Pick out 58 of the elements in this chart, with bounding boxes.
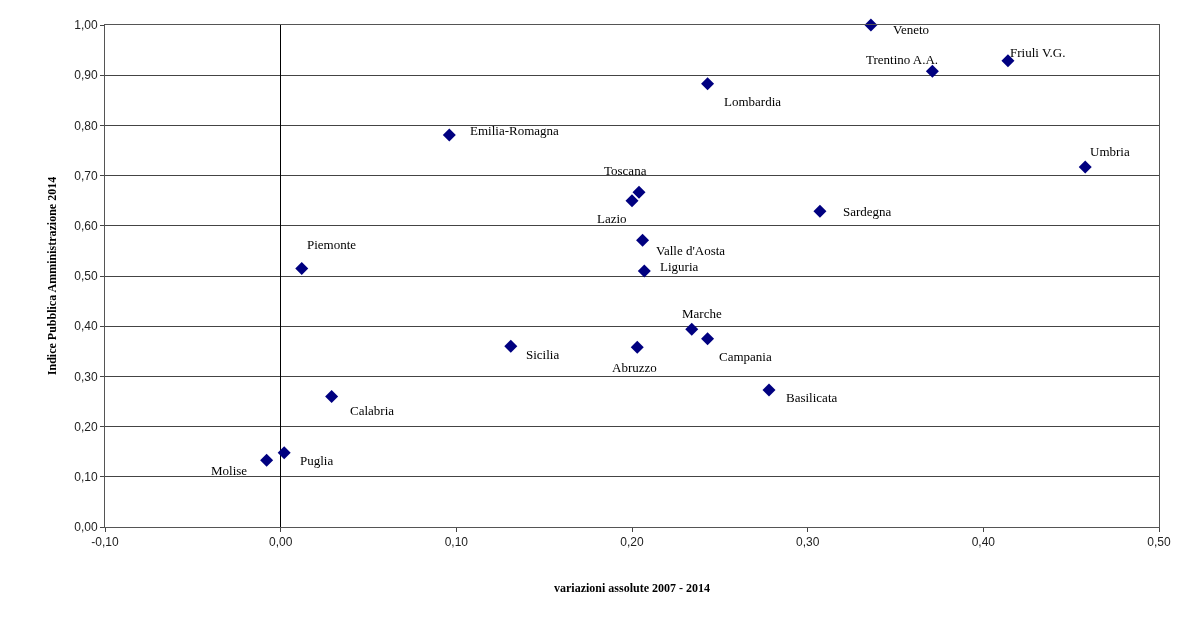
y-tick-label: 1,00: [74, 18, 98, 33]
x-tick-label: 0,40: [971, 535, 996, 550]
annotation: Veneto: [893, 22, 930, 37]
annotation: Piemonte: [307, 237, 357, 252]
annotation: Molise: [211, 463, 248, 478]
point: [637, 264, 651, 278]
point: [260, 453, 274, 467]
x-tick-label: -0,10: [91, 535, 119, 550]
annotation: Emilia-Romagna: [470, 123, 560, 138]
annotation: Lombardia: [724, 94, 782, 109]
annotation: Trentino A.A.: [866, 52, 939, 67]
annotation: Basilicata: [786, 390, 838, 405]
annotation: Sardegna: [843, 204, 892, 219]
point: [762, 383, 776, 397]
point: [625, 194, 639, 208]
point: [1078, 160, 1092, 174]
x-tick-label: 0,10: [444, 535, 469, 550]
annotation: Umbria: [1090, 144, 1130, 159]
y-tick-label: 0,30: [74, 369, 98, 384]
point: [813, 204, 827, 218]
annotation: Sicilia: [526, 347, 560, 362]
x-axis-title: variazioni assolute 2007 - 2014: [554, 581, 710, 596]
annotation: Marche: [682, 306, 722, 321]
y-tick-label: 0,80: [74, 118, 98, 133]
x-tick-label: 0,20: [620, 535, 644, 550]
x-tick-label: 0,30: [795, 535, 820, 550]
point: [636, 233, 650, 247]
annotation: Calabria: [350, 403, 395, 418]
annotation: Campania: [719, 349, 772, 364]
point: [277, 446, 291, 460]
y-tick-label: 0,60: [74, 219, 98, 233]
y-axis-title: Indice Pubblica Amministrazione 2014: [44, 176, 59, 376]
annotation: Toscana: [604, 163, 647, 178]
point: [442, 128, 456, 142]
point: [632, 185, 646, 199]
y-tick-label: 0,40: [74, 319, 98, 334]
point: [295, 261, 309, 275]
y-tick-label: 0,50: [74, 269, 98, 284]
point: [701, 77, 715, 91]
y-tick-label: 0,10: [74, 470, 98, 484]
x-tick-label: 0,50: [1147, 535, 1171, 550]
point: [325, 389, 339, 403]
annotation: Valle d'Aosta: [656, 243, 726, 258]
y-tick-label: 0,90: [74, 68, 98, 83]
annotation: Puglia: [300, 453, 334, 468]
y-tick-label: 0,70: [74, 168, 98, 183]
annotation: Abruzzo: [612, 360, 657, 375]
point: [685, 322, 699, 336]
point: [925, 64, 939, 78]
annotation: Friuli V.G.: [1010, 45, 1066, 60]
y-tick-label: 0,20: [74, 419, 98, 434]
x-tick-label: 0,00: [268, 535, 293, 550]
point: [504, 339, 518, 353]
point: [701, 332, 715, 346]
annotation: Lazio: [597, 211, 627, 226]
annotation: Liguria: [660, 259, 699, 274]
y-tick-label: 0,00: [74, 520, 98, 535]
point: [630, 340, 644, 354]
